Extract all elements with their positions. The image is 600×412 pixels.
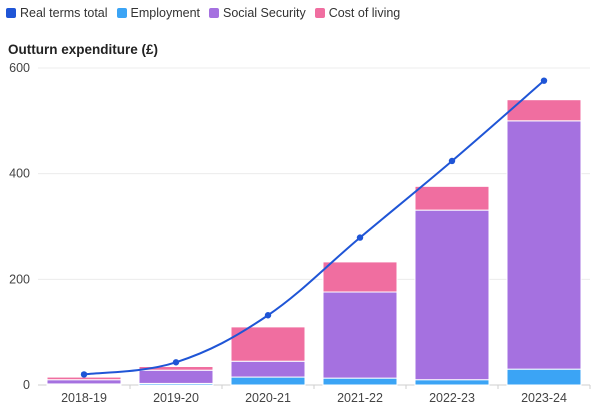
x-tick-label-2018-19: 2018-19 <box>61 391 107 405</box>
x-tick-label-2021-22: 2021-22 <box>337 391 383 405</box>
legend-swatch-employment <box>116 8 127 18</box>
x-tick-label-2022-23: 2022-23 <box>429 391 475 405</box>
legend-label-real-terms-total: Real terms total <box>20 6 108 20</box>
bar-social-security-2020-21 <box>230 360 306 378</box>
bar-employment-2022-23 <box>414 379 490 386</box>
bar-cost-of-living-2019-20 <box>138 366 214 371</box>
y-tick-label-400: 400 <box>9 167 30 181</box>
bar-social-security-2018-19 <box>46 379 122 385</box>
legend-label-social-security: Social Security <box>223 6 306 20</box>
y-tick-label-200: 200 <box>9 272 30 286</box>
bar-social-security-2023-24 <box>506 120 582 370</box>
y-tick-label-0: 0 <box>23 378 30 392</box>
point-real-terms-total-2022-23 <box>448 157 456 165</box>
bar-employment-2020-21 <box>230 376 306 386</box>
legend-item-social-security[interactable]: Social Security <box>209 6 306 20</box>
point-real-terms-total-2018-19 <box>80 371 88 378</box>
legend-swatch-social-security <box>209 8 220 18</box>
legend-label-employment: Employment <box>130 6 201 20</box>
x-tick-label-2019-20: 2019-20 <box>153 391 199 405</box>
point-real-terms-total-2020-21 <box>264 312 272 319</box>
legend-item-employment[interactable]: Employment <box>116 6 201 20</box>
y-axis-title: Outturn expenditure (£) <box>8 42 159 57</box>
bar-social-security-2022-23 <box>414 209 490 381</box>
bar-cost-of-living-2021-22 <box>322 261 398 293</box>
legend: Real terms total Employment Social Secur… <box>6 6 400 20</box>
bar-cost-of-living-2023-24 <box>506 99 582 122</box>
point-real-terms-total-2021-22 <box>356 234 364 241</box>
bar-social-security-2019-20 <box>138 369 214 384</box>
bar-employment-2023-24 <box>506 368 582 386</box>
y-tick-label-600: 600 <box>9 61 30 75</box>
bar-employment-2021-22 <box>322 377 398 386</box>
bar-cost-of-living-2020-21 <box>230 326 306 362</box>
x-tick-label-2023-24: 2023-24 <box>521 391 567 405</box>
legend-swatch-cost-of-living <box>314 8 325 18</box>
point-real-terms-total-2019-20 <box>172 359 180 366</box>
x-tick-label-2020-21: 2020-21 <box>245 391 291 405</box>
legend-swatch-real-terms-total <box>6 8 16 18</box>
bar-cost-of-living-2022-23 <box>414 185 490 211</box>
legend-item-real-terms-total[interactable]: Real terms total <box>6 6 108 20</box>
legend-item-cost-of-living[interactable]: Cost of living <box>314 6 401 20</box>
bar-social-security-2021-22 <box>322 291 398 379</box>
point-real-terms-total-2023-24 <box>540 77 548 84</box>
legend-label-cost-of-living: Cost of living <box>328 6 401 20</box>
